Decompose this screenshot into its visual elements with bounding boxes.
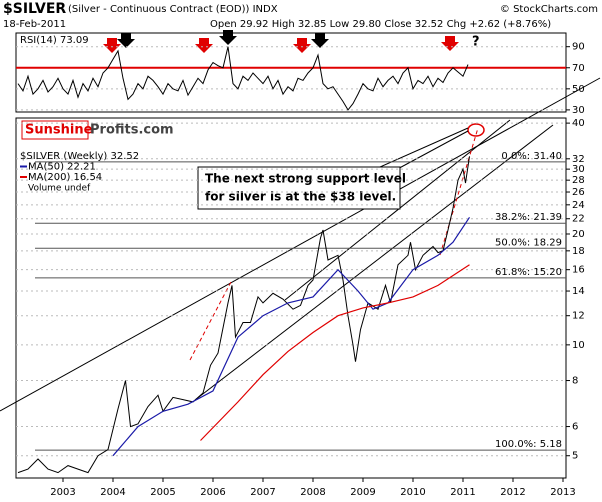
- price-panel: [15, 117, 567, 479]
- x-tick-label: 2011: [450, 487, 475, 498]
- red-arrow: [195, 38, 213, 53]
- logo-text: Profits.com: [90, 123, 174, 138]
- y-tick-label: 14: [572, 286, 585, 297]
- black-arrow: [311, 33, 329, 48]
- y-tick-label: 50: [572, 84, 585, 95]
- x-tick-label: 2012: [500, 487, 525, 498]
- y-tick-label: 16: [572, 265, 585, 276]
- x-tick-label: 2008: [300, 487, 325, 498]
- x-tick-label: 2005: [150, 487, 175, 498]
- callout-pointer: [391, 130, 469, 173]
- black-arrow: [117, 33, 135, 48]
- volume-label: Volume undef: [28, 184, 91, 194]
- red-arrow: [293, 38, 311, 53]
- y-tick-label: 8: [572, 376, 578, 387]
- target-circle: [467, 123, 485, 137]
- red-arrow: [103, 38, 121, 53]
- series-line: [17, 46, 469, 111]
- quote: Open 29.92 High 32.85 Low 29.80 Close 32…: [210, 19, 551, 30]
- callout-pointer: [379, 127, 469, 168]
- callout-text: for silver is at the $38 level.: [205, 190, 396, 204]
- series-line: [200, 264, 470, 441]
- fib-label: 61.8%: 15.20: [495, 267, 562, 278]
- legend-label: MA(50) 22.21: [28, 162, 96, 173]
- source: © StockCharts.com: [500, 4, 598, 15]
- rsi-title: RSI(14) 73.09: [20, 35, 89, 46]
- series-line: [17, 156, 470, 474]
- trendline: [0, 77, 601, 412]
- chart-subtitle: (Silver - Continuous Contract (EOD)) IND…: [68, 4, 278, 15]
- y-tick-label: 22: [572, 214, 585, 225]
- y-tick-label: 20: [572, 229, 585, 240]
- fib-label: 0.0%: 31.40: [501, 151, 562, 162]
- series-line: [112, 216, 471, 457]
- trendline: [194, 124, 554, 401]
- x-tick-label: 2004: [100, 487, 125, 498]
- logo-text: Sunshine: [25, 123, 93, 138]
- legend-label: MA(200) 16.54: [28, 172, 102, 183]
- x-tick-label: 2007: [250, 487, 275, 498]
- trend-dashed: [189, 279, 233, 361]
- x-tick-label: 2010: [400, 487, 425, 498]
- rsi-panel: [15, 32, 567, 113]
- x-tick-label: 2003: [50, 487, 75, 498]
- y-tick-label: 70: [572, 63, 585, 74]
- arrows: [103, 30, 459, 53]
- y-tick-label: 5: [572, 451, 578, 462]
- y-tick-label: 18: [572, 246, 585, 257]
- callout-box: [197, 166, 401, 210]
- chart-title: $SILVER: [3, 1, 66, 17]
- fib-label: 50.0%: 18.29: [495, 237, 562, 248]
- annotation: ?: [472, 35, 480, 50]
- y-tick-label: 12: [572, 311, 585, 322]
- date: 18-Feb-2011: [3, 19, 66, 30]
- logo: Sunshine Profits.com: [21, 120, 174, 140]
- x-tick-label: 2009: [350, 487, 375, 498]
- legend-label: $SILVER (Weekly) 32.52: [20, 151, 139, 162]
- fib-label: 100.0%: 5.18: [495, 439, 562, 450]
- x-tick-label: 2006: [200, 487, 225, 498]
- black-arrow: [219, 30, 237, 45]
- y-tick-label: 10: [572, 340, 585, 351]
- logo-box: [21, 120, 89, 140]
- y-tick-label: 30: [572, 164, 585, 175]
- x-tick-label: 2013: [550, 487, 575, 498]
- y-tick-label: 24: [572, 200, 585, 211]
- y-tick-label: 30: [572, 105, 585, 116]
- y-tick-label: 40: [572, 118, 585, 129]
- y-tick-label: 28: [572, 175, 585, 186]
- y-tick-label: 32: [572, 154, 585, 165]
- y-tick-label: 90: [572, 42, 585, 53]
- y-tick-label: 6: [572, 422, 578, 433]
- y-tick-label: 26: [572, 187, 585, 198]
- fib-label: 38.2%: 21.39: [495, 212, 562, 223]
- callout-text: The next strong support level: [205, 172, 406, 186]
- red-arrow: [441, 36, 459, 51]
